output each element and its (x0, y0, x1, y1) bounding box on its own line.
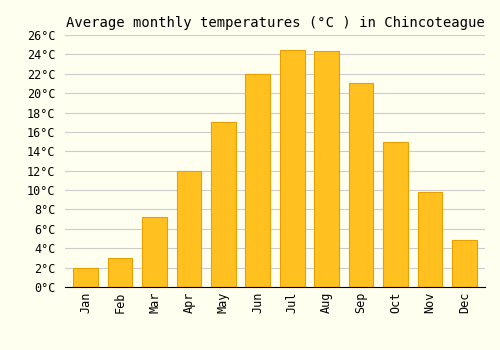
Bar (383, 142, 408, 287)
Bar (452, 240, 476, 287)
Bar (176, 171, 202, 287)
Bar (280, 50, 304, 287)
Bar (74, 268, 98, 287)
Bar (211, 122, 236, 287)
Bar (418, 192, 442, 287)
Bar (142, 217, 167, 287)
Bar (246, 74, 270, 287)
Title: Average monthly temperatures (°C ) in Chincoteague: Average monthly temperatures (°C ) in Ch… (66, 16, 484, 30)
Bar (108, 258, 132, 287)
Bar (314, 51, 339, 287)
Bar (348, 83, 374, 287)
